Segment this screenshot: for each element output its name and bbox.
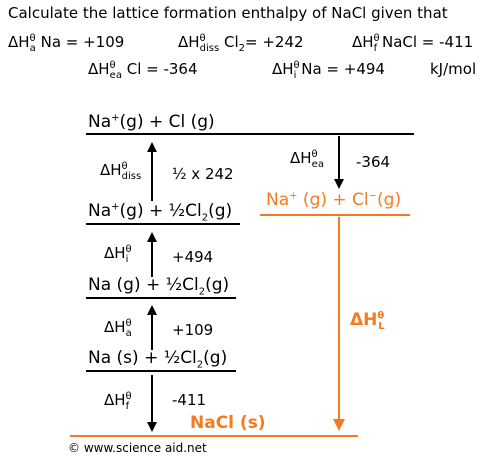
level-1-label: Na (s) + ½Cl2(g) [88, 348, 228, 371]
level-3-label: Na+(g) + ½Cl2(g) [88, 201, 233, 224]
step-diss-label: ΔHθdiss [100, 161, 142, 182]
given-electron-affinity-cl: ΔHθea Cl = -364 [88, 60, 198, 81]
question-line-1: Calculate the lattice formation enthalpy… [8, 4, 448, 22]
level-2-label: Na (g) + ½Cl2(g) [88, 275, 230, 298]
given-atomisation-na: ΔHθa Na = +109 [8, 33, 125, 54]
given-ionisation-na: ΔHθi Na = +494 [272, 60, 385, 81]
given-formation-nacl: ΔHθf NaCl = -411 [352, 33, 474, 54]
step-a-label: ΔHθa [104, 318, 132, 339]
step-ea-label: ΔHθea [290, 149, 324, 170]
level-ea-label: Na+ (g) + Cl−(g) [266, 190, 402, 210]
step-a-value: +109 [172, 321, 214, 339]
copyright-credit: © www.science aid.net [68, 441, 207, 455]
given-dissociation-cl2: ΔHθdiss Cl2= +242 [178, 33, 304, 54]
step-diss-value: ½ x 242 [172, 165, 234, 183]
step-i-value: +494 [172, 248, 214, 266]
step-i-label: ΔHθi [104, 244, 132, 265]
level-top-label: Na+(g) + Cl (g) [88, 112, 215, 132]
units-label: kJ/mol [430, 60, 477, 78]
step-f-value: -411 [172, 391, 207, 409]
step-ea-value: -364 [356, 153, 391, 171]
step-f-label: ΔHθf [104, 391, 132, 412]
level-bottom-label: NaCl (s) [190, 413, 266, 433]
lattice-enthalpy-label: ΔHθL [350, 310, 385, 333]
